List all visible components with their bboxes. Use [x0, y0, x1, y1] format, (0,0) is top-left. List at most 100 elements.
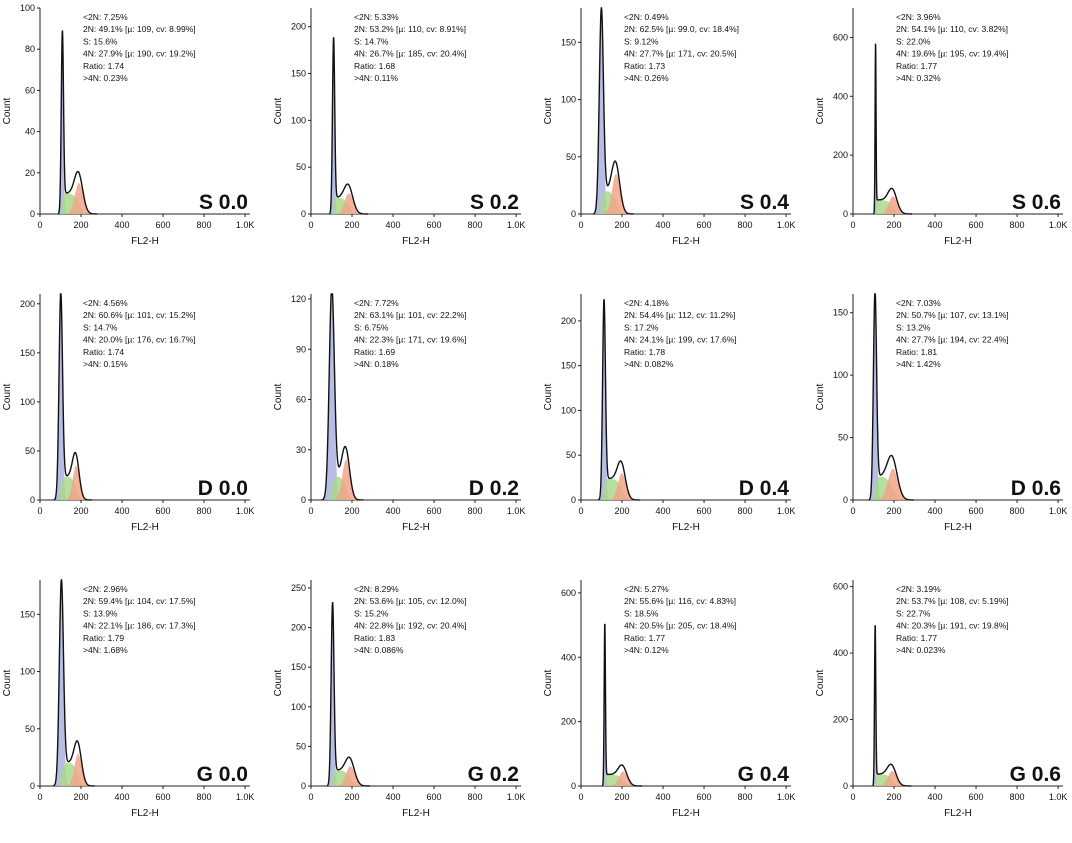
y-tick-label: 0 — [301, 495, 306, 505]
x-tick-label: 800 — [197, 792, 212, 802]
x-tick-label: 1.0K — [1049, 506, 1068, 516]
x-tick-label: 400 — [115, 506, 130, 516]
stat-line: 4N: 20.3% [µ: 191, cv: 19.8%] — [896, 621, 1009, 631]
x-tick-label: 400 — [928, 792, 943, 802]
stat-line: 4N: 27.7% [µ: 194, cv: 22.4%] — [896, 335, 1009, 345]
x-tick-label: 200 — [887, 792, 902, 802]
panel-label: D 0.2 — [469, 477, 519, 500]
stat-line: >4N: 0.086% — [354, 645, 404, 655]
y-tick-label: 0 — [843, 209, 848, 219]
x-tick-label: 200 — [887, 220, 902, 230]
y-tick-label: 100 — [291, 115, 306, 125]
y-tick-label: 200 — [291, 22, 306, 32]
y-axis-title: Count — [2, 97, 13, 124]
y-tick-label: 150 — [20, 348, 35, 358]
stat-line: 2N: 54.1% [µ: 110, cv: 3.82%] — [896, 24, 1008, 34]
histogram-curve — [57, 30, 98, 215]
y-tick-label: 250 — [291, 583, 306, 593]
stat-line: Ratio: 1.69 — [354, 347, 395, 357]
stat-line: >4N: 0.26% — [624, 73, 669, 83]
g2-peak-fill — [64, 465, 88, 500]
histogram-curve — [872, 625, 912, 787]
panel-label: D 0.0 — [198, 477, 248, 500]
x-tick-label: 200 — [615, 792, 630, 802]
g2-peak-fill — [332, 459, 360, 500]
histogram-panel: 0 30 60 90 120 0 200 400 600 800 1.0K FL2-H Count <2N… — [273, 293, 525, 533]
x-tick-label: 1.0K — [1049, 792, 1068, 802]
x-tick-label: 1.0K — [507, 220, 526, 230]
y-tick-label: 200 — [833, 715, 848, 725]
x-tick-label: 1.0K — [777, 792, 796, 802]
y-tick-label: 100 — [20, 667, 35, 677]
histogram-curve — [326, 601, 370, 787]
x-tick-label: 600 — [697, 220, 712, 230]
y-axis-title: Count — [815, 383, 826, 410]
x-axis-title: FL2-H — [944, 236, 972, 247]
panel-label: G 0.2 — [468, 763, 519, 786]
x-tick-label: 200 — [74, 792, 89, 802]
y-tick-label: 200 — [20, 299, 35, 309]
y-axis-title: Count — [543, 383, 554, 410]
y-tick-label: 50 — [296, 741, 306, 751]
y-axis-title: Count — [273, 97, 284, 124]
stat-line: >4N: 1.68% — [83, 645, 128, 655]
x-axis-title: FL2-H — [944, 808, 972, 819]
stat-line: S: 6.75% — [354, 322, 389, 332]
x-tick-label: 200 — [887, 506, 902, 516]
g1-peak-fill — [598, 310, 610, 500]
stat-line: 2N: 53.7% [µ: 108, cv: 5.19%] — [896, 596, 1009, 606]
stat-line: <2N: 4.18% — [624, 298, 669, 308]
y-tick-label: 200 — [291, 623, 306, 633]
stat-line: 4N: 20.5% [µ: 205, cv: 18.4%] — [624, 621, 737, 631]
y-tick-label: 50 — [25, 724, 35, 734]
y-tick-label: 100 — [833, 370, 848, 380]
g1-peak-fill — [593, 19, 610, 215]
y-axis-title: Count — [815, 97, 826, 124]
g1-peak-fill — [602, 629, 608, 786]
x-tick-label: 0 — [578, 506, 583, 516]
y-tick-label: 200 — [833, 150, 848, 160]
x-tick-label: 600 — [156, 220, 171, 230]
histogram-panel: 0 50 100 150 200 0 200 400 600 800 1.0K FL2-H Count <… — [2, 293, 254, 533]
x-tick-label: 800 — [738, 220, 753, 230]
x-tick-label: 600 — [697, 792, 712, 802]
y-tick-label: 200 — [561, 717, 576, 727]
y-tick-label: 0 — [843, 781, 848, 791]
y-tick-label: 20 — [25, 168, 35, 178]
x-tick-label: 1.0K — [507, 792, 526, 802]
y-tick-label: 50 — [296, 162, 306, 172]
y-tick-label: 60 — [25, 85, 35, 95]
y-tick-label: 150 — [561, 37, 576, 47]
stat-line: >4N: 1.42% — [896, 359, 941, 369]
y-tick-label: 400 — [833, 648, 848, 658]
x-tick-label: 800 — [468, 792, 483, 802]
y-tick-label: 90 — [296, 344, 306, 354]
y-tick-label: 50 — [566, 152, 576, 162]
stat-line: <2N: 5.33% — [354, 12, 399, 22]
x-tick-label: 200 — [74, 220, 89, 230]
x-tick-label: 0 — [308, 792, 313, 802]
histogram-curve — [328, 37, 368, 215]
stat-line: >4N: 0.15% — [83, 359, 128, 369]
histogram-panel: 0 50 100 150 0 200 400 600 800 1.0K FL2-H Count <2N:… — [815, 293, 1068, 533]
y-axis-title: Count — [273, 669, 284, 696]
y-tick-label: 30 — [296, 445, 306, 455]
x-tick-label: 400 — [386, 506, 401, 516]
x-tick-label: 400 — [386, 220, 401, 230]
x-tick-label: 600 — [427, 220, 442, 230]
x-tick-label: 400 — [656, 220, 671, 230]
stat-line: 2N: 59.4% [µ: 104, cv: 17.5%] — [83, 596, 196, 606]
stat-line: S: 22.7% — [896, 608, 931, 618]
y-tick-label: 50 — [25, 446, 35, 456]
stat-line: 4N: 24.1% [µ: 199, cv: 17.6%] — [624, 335, 737, 345]
x-tick-label: 0 — [578, 220, 583, 230]
stat-line: 2N: 54.4% [µ: 112, cv: 11.2%] — [624, 310, 735, 320]
stat-line: 2N: 50.7% [µ: 107, cv: 13.1%] — [896, 310, 1009, 320]
histogram-panel: 0 50 100 150 0 200 400 600 800 1.0K FL2-H Count <2N:… — [2, 579, 254, 819]
x-axis-title: FL2-H — [402, 522, 430, 533]
stat-line: <2N: 5.27% — [624, 584, 669, 594]
g2-peak-fill — [875, 468, 910, 500]
y-tick-label: 0 — [301, 209, 306, 219]
x-axis-title: FL2-H — [402, 236, 430, 247]
